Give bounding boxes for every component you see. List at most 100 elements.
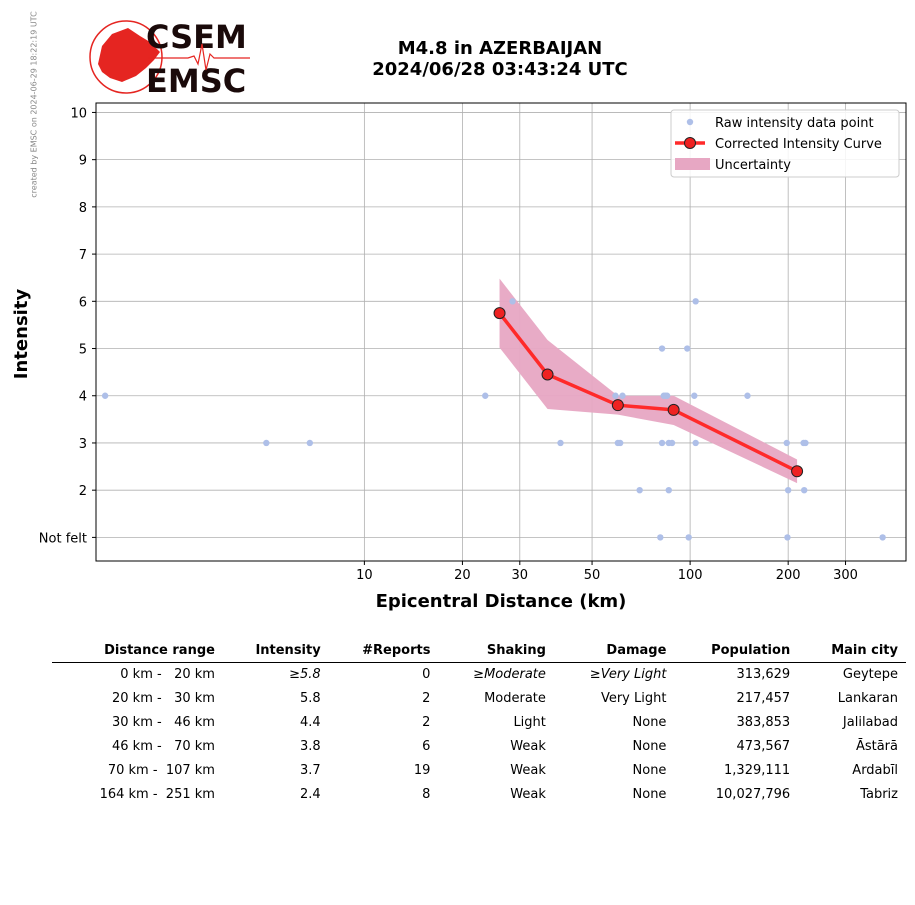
uncertainty-band bbox=[499, 278, 798, 484]
header-main-city: Main city bbox=[798, 640, 906, 663]
y-axis-label: Intensity bbox=[11, 289, 32, 380]
cell-city: Ardabīl bbox=[852, 763, 898, 778]
logo-globe-ring bbox=[89, 20, 163, 94]
raw-data-point bbox=[557, 439, 564, 447]
raw-data-point bbox=[692, 298, 699, 305]
header-intensity: Intensity bbox=[222, 640, 329, 663]
x-tick-label: 30 bbox=[512, 568, 529, 583]
raw-data-point bbox=[784, 486, 792, 494]
cell-shaking: ≥Moderate bbox=[473, 667, 546, 682]
cell-city: Āstārā bbox=[855, 739, 898, 754]
intensity-table-container: Distance range Intensity #Reports Shakin… bbox=[52, 640, 906, 807]
raw-data-point bbox=[658, 345, 666, 352]
intensity-table: Distance range Intensity #Reports Shakin… bbox=[52, 640, 906, 807]
table-row: 70 km - 107 km 3.7 19 Weak None 1,329,11… bbox=[52, 759, 906, 783]
cell-damage: ≥Very Light bbox=[589, 667, 667, 682]
title-line1: M4.8 in AZERBAIJAN bbox=[397, 38, 603, 59]
raw-data-point bbox=[263, 439, 270, 447]
cell-damage: None bbox=[632, 715, 667, 730]
legend-raw-marker bbox=[686, 118, 694, 126]
x-axis-label: Epicentral Distance (km) bbox=[376, 591, 627, 612]
raw-data-point bbox=[636, 486, 643, 494]
legend-box bbox=[670, 109, 900, 178]
table-row: 164 km - 251 km 2.4 8 Weak None 10,027,7… bbox=[52, 783, 906, 807]
legend-band-swatch bbox=[675, 158, 710, 170]
header-distance-range: Distance range bbox=[52, 640, 223, 663]
raw-data-point bbox=[784, 534, 791, 541]
raw-data-point bbox=[668, 439, 676, 447]
cell-reports: 8 bbox=[422, 787, 431, 802]
cell-city: Tabriz bbox=[860, 787, 898, 802]
logo-text-csem: CSEM bbox=[146, 18, 247, 56]
cell-damage: None bbox=[632, 787, 667, 802]
cell-range: 70 km - 107 km bbox=[107, 763, 215, 778]
legend-band-label: Uncertainty bbox=[715, 158, 791, 173]
cell-damage: None bbox=[632, 763, 667, 778]
curve-point bbox=[541, 368, 554, 381]
plot-frame bbox=[95, 102, 907, 562]
legend: Raw intensity data point Corrected Inten… bbox=[670, 109, 900, 178]
raw-data-point bbox=[692, 439, 699, 447]
raw-data-point bbox=[783, 439, 790, 447]
y-tick-label: Not felt bbox=[39, 531, 87, 546]
y-tick-label: 10 bbox=[70, 106, 87, 121]
y-tick-label: 7 bbox=[79, 248, 87, 263]
raw-data-point bbox=[101, 392, 109, 399]
cell-population: 10,027,796 bbox=[715, 787, 791, 802]
curve-point bbox=[611, 399, 624, 412]
table-row: 30 km - 46 km 4.4 2 Light None 383,853 J… bbox=[52, 711, 906, 735]
title-line2: 2024/06/28 03:43:24 UTC bbox=[372, 59, 628, 80]
raw-data-point bbox=[616, 439, 624, 447]
raw-data-point bbox=[665, 486, 672, 494]
cell-range: 164 km - 251 km bbox=[99, 787, 215, 802]
cell-intensity: 5.8 bbox=[300, 691, 321, 706]
cell-range: 20 km - 30 km bbox=[112, 691, 215, 706]
table-header-row: Distance range Intensity #Reports Shakin… bbox=[52, 640, 906, 663]
csem-emsc-logo: CSEM EMSC bbox=[89, 18, 250, 98]
x-tick-label: 20 bbox=[454, 568, 471, 583]
curve-layer bbox=[493, 307, 804, 478]
raw-data-point bbox=[684, 345, 691, 352]
raw-data-point bbox=[691, 392, 698, 399]
cell-population: 1,329,111 bbox=[724, 763, 791, 778]
cell-intensity: 3.7 bbox=[300, 763, 321, 778]
raw-data-point bbox=[612, 392, 619, 399]
cell-population: 473,567 bbox=[736, 739, 791, 754]
table-row: 46 km - 70 km 3.8 6 Weak None 473,567 Ās… bbox=[52, 735, 906, 759]
cell-intensity: 2.4 bbox=[300, 787, 321, 802]
y-tick-label: 3 bbox=[79, 437, 87, 452]
chart-title: M4.8 in AZERBAIJAN 2024/06/28 03:43:24 U… bbox=[330, 38, 670, 80]
cell-reports: 19 bbox=[413, 763, 431, 778]
header-shaking: Shaking bbox=[438, 640, 554, 663]
cell-reports: 2 bbox=[422, 715, 431, 730]
y-tick-label: 4 bbox=[79, 390, 87, 405]
raw-data-point bbox=[879, 534, 886, 541]
cell-damage: Very Light bbox=[600, 691, 667, 706]
cell-shaking: Weak bbox=[510, 763, 546, 778]
raw-data-point bbox=[801, 486, 808, 494]
cell-intensity: 3.8 bbox=[300, 739, 321, 754]
logo-text-emsc: EMSC bbox=[146, 62, 246, 98]
y-tick-label: 6 bbox=[79, 295, 87, 310]
raw-data-point bbox=[744, 392, 751, 399]
y-tick-label: 9 bbox=[79, 154, 87, 169]
cell-reports: 0 bbox=[422, 667, 431, 682]
raw-data-point bbox=[658, 439, 666, 447]
legend-curve-marker bbox=[684, 137, 696, 149]
cell-city: Jalilabad bbox=[842, 715, 898, 730]
curve-point bbox=[791, 465, 804, 478]
tick-layer: 10 20 30 50 100 200 300 Not felt 2 3 4 5 6 7 8 9 10 bbox=[39, 106, 858, 583]
raw-data-point bbox=[306, 439, 314, 447]
table-row: 0 km - 20 km ≥5.8 0 ≥Moderate ≥Very Ligh… bbox=[52, 663, 906, 688]
cell-intensity: ≥5.8 bbox=[289, 667, 321, 682]
logo-map-shape bbox=[98, 28, 160, 82]
cell-shaking: Light bbox=[513, 715, 546, 730]
cell-reports: 2 bbox=[422, 691, 431, 706]
curve-point bbox=[493, 307, 506, 320]
cell-range: 30 km - 46 km bbox=[112, 715, 215, 730]
raw-data-point bbox=[802, 439, 809, 447]
cell-reports: 6 bbox=[422, 739, 431, 754]
legend-curve-label: Corrected Intensity Curve bbox=[715, 137, 882, 152]
cell-range: 46 km - 70 km bbox=[112, 739, 215, 754]
curve-point bbox=[667, 403, 680, 416]
